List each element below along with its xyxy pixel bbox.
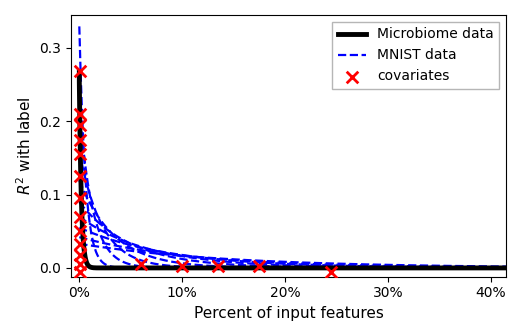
Microbiome data [114, 266, 120, 270]
covariates [76, 252, 85, 257]
covariates [76, 174, 85, 179]
covariates [76, 261, 85, 266]
MNIST data [491, 266, 497, 270]
MNIST data [98, 259, 104, 263]
covariates [76, 196, 85, 201]
Microbiome data [234, 266, 241, 270]
MNIST data [412, 266, 419, 270]
covariates [76, 269, 85, 274]
Y-axis label: $R^2$ with label: $R^2$ with label [15, 97, 34, 195]
Legend: Microbiome data, MNIST data, covariates: Microbiome data, MNIST data, covariates [333, 22, 499, 89]
covariates [255, 264, 264, 269]
MNIST data [283, 266, 290, 270]
Microbiome data [503, 266, 509, 270]
covariates [327, 269, 335, 275]
covariates [76, 122, 85, 128]
covariates [76, 242, 85, 247]
covariates [178, 263, 186, 268]
MNIST data [503, 266, 509, 270]
covariates [76, 228, 85, 234]
covariates [137, 261, 145, 266]
covariates [76, 137, 85, 142]
MNIST data [272, 266, 279, 270]
Microbiome data [333, 266, 339, 270]
covariates [76, 152, 85, 157]
covariates [76, 69, 85, 74]
Line: Microbiome data: Microbiome data [79, 72, 506, 268]
Microbiome data [428, 266, 434, 270]
MNIST data [490, 266, 496, 270]
MNIST data [76, 25, 82, 29]
Microbiome data [76, 70, 82, 74]
Microbiome data [86, 264, 92, 268]
X-axis label: Percent of input features: Percent of input features [194, 306, 384, 321]
Line: MNIST data: MNIST data [79, 27, 506, 268]
Microbiome data [99, 266, 105, 270]
covariates [214, 263, 222, 268]
covariates [76, 214, 85, 219]
covariates [76, 111, 85, 117]
